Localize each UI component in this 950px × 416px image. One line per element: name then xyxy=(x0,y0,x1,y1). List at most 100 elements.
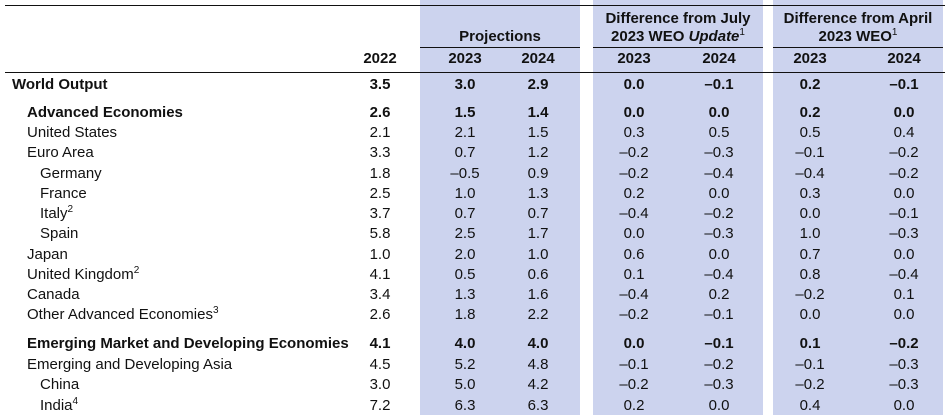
projections-header-rule xyxy=(420,47,580,48)
cell-value: 3.0 xyxy=(369,376,391,393)
cell-value: –0.2 xyxy=(889,144,919,161)
diff-july-header: Difference from July 2023 WEO Update1 xyxy=(593,10,763,46)
cell-value: 0.0 xyxy=(893,397,915,414)
diff-april-header-rule xyxy=(773,47,943,48)
cell-value: –0.2 xyxy=(795,286,825,303)
cell-value: 1.0 xyxy=(369,246,391,263)
cell-value: 2.5 xyxy=(369,185,391,202)
cell-value: –0.4 xyxy=(704,165,734,182)
cell-value: 2.6 xyxy=(369,104,391,121)
cell-value: 0.0 xyxy=(893,306,915,323)
cell-value: 0.5 xyxy=(454,266,476,283)
cell-value: 1.5 xyxy=(527,124,549,141)
cell-value: 1.8 xyxy=(369,165,391,182)
cell-value: 0.0 xyxy=(708,397,730,414)
footnote-ref: 2 xyxy=(133,265,140,276)
cell-value: 0.2 xyxy=(623,397,645,414)
cell-value: –0.3 xyxy=(704,225,734,242)
col-july-2023: 2023 xyxy=(617,50,651,67)
cell-value: 0.2 xyxy=(799,104,821,121)
cell-value: –0.4 xyxy=(889,266,919,283)
cell-value: 4.1 xyxy=(369,266,391,283)
cell-value: 3.3 xyxy=(369,144,391,161)
table-row: United States 2.1 2.1 1.5 0.3 0.5 0.5 0.4 xyxy=(0,123,950,143)
cell-value: 5.8 xyxy=(369,225,391,242)
cell-value: 0.2 xyxy=(708,286,730,303)
cell-value: 0.1 xyxy=(623,266,645,283)
cell-value: 3.7 xyxy=(369,205,391,222)
cell-value: –0.2 xyxy=(619,144,649,161)
cell-value: 2.6 xyxy=(369,306,391,323)
table-row: World Output 3.5 3.0 2.9 0.0 –0.1 0.2 –0.1 xyxy=(0,75,950,95)
row-label: Other Advanced Economies3 xyxy=(27,305,219,324)
cell-value: 1.7 xyxy=(527,225,549,242)
cell-value: –0.3 xyxy=(889,225,919,242)
diff-april-band xyxy=(773,0,943,415)
cell-value: –0.5 xyxy=(450,165,480,182)
cell-value: 4.0 xyxy=(527,335,549,352)
cell-value: 0.4 xyxy=(799,397,821,414)
cell-value: –0.1 xyxy=(795,356,825,373)
cell-value: 5.0 xyxy=(454,376,476,393)
table-row: Germany 1.8 –0.5 0.9 –0.2 –0.4 –0.4 –0.2 xyxy=(0,164,950,184)
cell-value: 4.1 xyxy=(369,335,391,352)
cell-value: 0.7 xyxy=(454,144,476,161)
footnote-ref: 4 xyxy=(72,396,79,407)
row-label: Euro Area xyxy=(27,144,94,161)
cell-value: 1.0 xyxy=(454,185,476,202)
row-label: Canada xyxy=(27,286,80,303)
header-bottom-rule xyxy=(5,72,945,73)
footnote-ref: 2 xyxy=(67,204,74,215)
cell-value: 3.4 xyxy=(369,286,391,303)
row-label: Germany xyxy=(40,165,102,182)
row-label: China xyxy=(40,376,80,393)
table-row: India4 7.2 6.3 6.3 0.2 0.0 0.4 0.0 xyxy=(0,396,950,416)
diff-april-line1: Difference from April xyxy=(783,10,933,27)
cell-value: 2.1 xyxy=(454,124,476,141)
cell-value: 0.3 xyxy=(623,124,645,141)
cell-value: –0.3 xyxy=(704,376,734,393)
cell-value: 0.0 xyxy=(623,225,645,242)
table-row: Advanced Economies 2.6 1.5 1.4 0.0 0.0 0.2 0.0 xyxy=(0,103,950,123)
cell-value: 3.5 xyxy=(369,76,391,93)
footnote-ref: 1 xyxy=(891,27,898,38)
cell-value: –0.1 xyxy=(704,306,734,323)
row-label: Italy2 xyxy=(40,204,74,223)
cell-value: 1.2 xyxy=(527,144,549,161)
table-row: China 3.0 5.0 4.2 –0.2 –0.3 –0.2 –0.3 xyxy=(0,375,950,395)
table-row: Japan 1.0 2.0 1.0 0.6 0.0 0.7 0.0 xyxy=(0,245,950,265)
row-label: Advanced Economies xyxy=(27,104,183,121)
cell-value: 0.0 xyxy=(893,185,915,202)
col-april-2024: 2024 xyxy=(887,50,921,67)
cell-value: 0.0 xyxy=(623,104,645,121)
cell-value: –0.2 xyxy=(619,165,649,182)
cell-value: 1.4 xyxy=(527,104,549,121)
row-label: Spain xyxy=(40,225,79,242)
update-word: Update xyxy=(688,28,740,45)
row-label: Japan xyxy=(27,246,68,263)
cell-value: 1.3 xyxy=(454,286,476,303)
diff-july-header-rule xyxy=(593,47,763,48)
row-label: Emerging and Developing Asia xyxy=(27,356,233,373)
cell-value: 1.0 xyxy=(527,246,549,263)
cell-value: 0.0 xyxy=(623,335,645,352)
row-label: India4 xyxy=(40,396,79,415)
cell-value: 6.3 xyxy=(454,397,476,414)
cell-value: –0.4 xyxy=(795,165,825,182)
cell-value: 2.1 xyxy=(369,124,391,141)
col-april-2023: 2023 xyxy=(793,50,827,67)
cell-value: 3.0 xyxy=(454,76,476,93)
cell-value: –0.2 xyxy=(619,306,649,323)
projections-label: Projections xyxy=(459,28,541,45)
table-row: France 2.5 1.0 1.3 0.2 0.0 0.3 0.0 xyxy=(0,184,950,204)
diff-april-line2: 2023 WEO1 xyxy=(818,27,898,46)
cell-value: 4.8 xyxy=(527,356,549,373)
cell-value: 0.0 xyxy=(893,246,915,263)
table-row: United Kingdom2 4.1 0.5 0.6 0.1 –0.4 0.8 –0.4 xyxy=(0,265,950,285)
cell-value: 4.2 xyxy=(527,376,549,393)
cell-value: 2.5 xyxy=(454,225,476,242)
projections-header: Projections xyxy=(420,28,580,46)
cell-value: –0.1 xyxy=(889,205,919,222)
cell-value: –0.1 xyxy=(619,356,649,373)
cell-value: –0.2 xyxy=(704,205,734,222)
